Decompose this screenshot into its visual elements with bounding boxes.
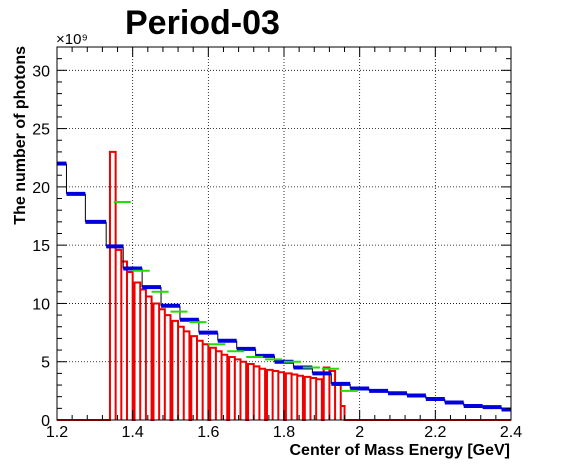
y-tick-label-1: 5 xyxy=(41,355,50,372)
series-red-bars xyxy=(57,150,511,421)
y-tick-label-3: 15 xyxy=(32,238,50,255)
y-tick-label-5: 25 xyxy=(32,122,50,139)
y-tick-label-6: 30 xyxy=(32,63,50,80)
grid-lines xyxy=(57,47,511,420)
series-blue-steps xyxy=(57,161,511,412)
x-tick-label-3: 1.8 xyxy=(273,424,295,441)
axis-ticks xyxy=(56,46,512,421)
x-tick-label-5: 2.2 xyxy=(424,424,446,441)
red-histogram-outline xyxy=(57,150,511,421)
y-axis-label: The number of photons xyxy=(12,46,29,225)
y-tick-label-0: 0 xyxy=(41,413,50,430)
y-multiplier: ×10⁹ xyxy=(56,31,88,48)
y-tick-label-4: 20 xyxy=(32,180,50,197)
x-tick-label-6: 2.4 xyxy=(500,424,522,441)
x-tick-label-1: 1.4 xyxy=(122,424,144,441)
y-tick-label-2: 10 xyxy=(32,296,50,313)
x-tick-label-4: 2 xyxy=(355,424,364,441)
series-green-segments xyxy=(113,201,358,392)
x-tick-label-2: 1.6 xyxy=(197,424,219,441)
x-axis-label: Center of Mass Energy [GeV] xyxy=(290,442,511,459)
chart-title: Period-03 xyxy=(125,4,280,42)
x-tick-labels: 1.2 1.4 1.6 1.8 2 2.2 2.4 xyxy=(46,424,522,441)
y-tick-labels: 0 5 10 15 20 25 30 xyxy=(32,63,50,430)
x-tick-label-0: 1.2 xyxy=(46,424,68,441)
